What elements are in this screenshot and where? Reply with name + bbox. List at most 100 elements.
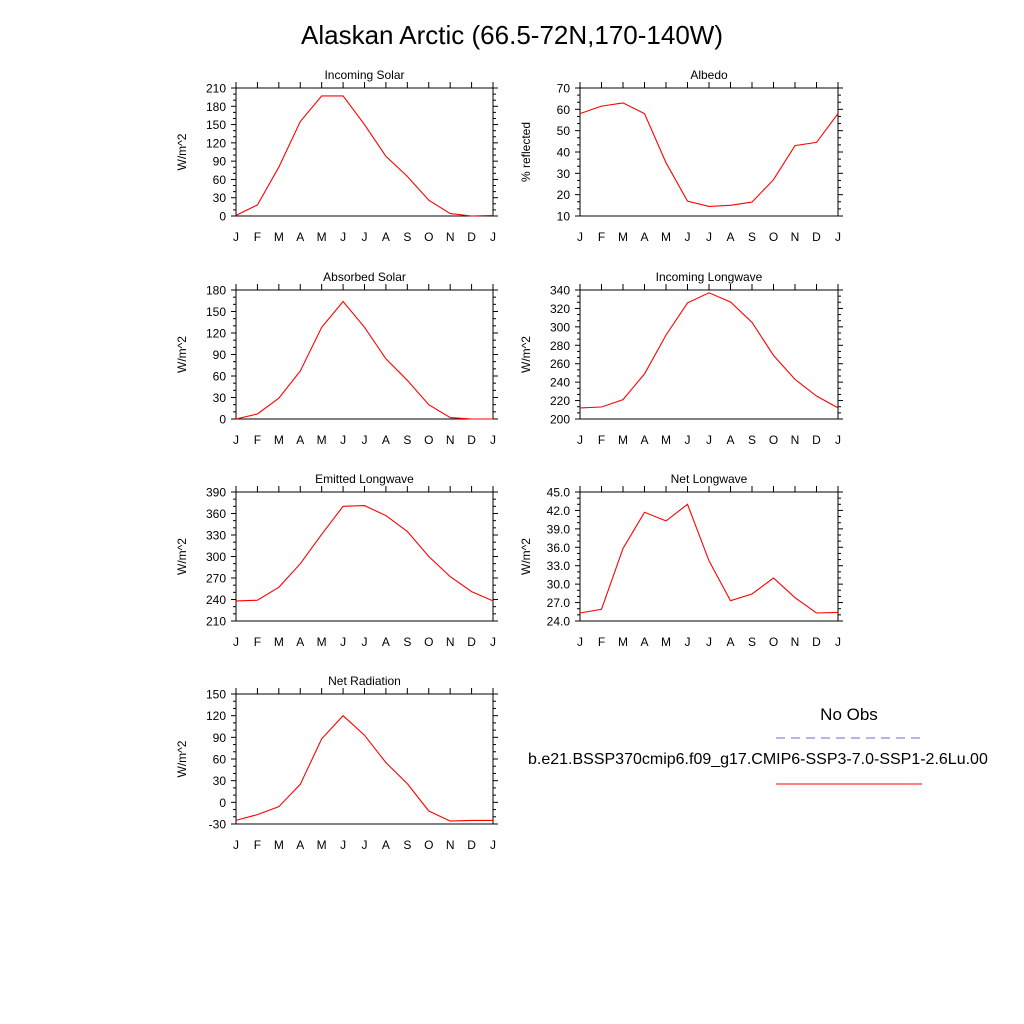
y-tick-label: 90 [213,731,227,745]
y-tick-label: 30 [213,191,227,205]
x-tick-label: J [577,433,583,447]
y-tick-label: 70 [557,82,571,96]
x-tick-label: D [812,635,821,649]
plot-frame [235,491,494,622]
plot-frame [579,491,839,622]
y-axis-label: W/m^2 [175,740,189,777]
x-tick-label: A [726,230,734,244]
y-tick-label: 30 [557,167,571,181]
x-tick-label: J [340,230,346,244]
x-tick-label: J [685,230,691,244]
x-tick-label: J [835,433,841,447]
y-tick-label: 90 [213,348,227,362]
y-tick-label: 210 [206,615,226,629]
x-tick-label: M [274,433,284,447]
x-tick-label: F [254,838,261,852]
x-tick-label: A [296,433,304,447]
y-tick-label: 180 [206,284,226,298]
legend-entry-label: b.e21.BSSP370cmip6.f09_g17.CMIP6-SSP3-7.… [528,751,988,768]
y-tick-label: 300 [206,550,226,564]
x-tick-label: M [317,230,327,244]
x-tick-label: S [748,433,756,447]
x-tick-label: F [598,635,605,649]
x-tick-label: O [424,230,433,244]
y-tick-label: 330 [206,529,226,543]
x-tick-label: J [685,635,691,649]
chart-panel-5: Emitted Longwave W/m^2 210 240 270 300 330 360 3… [175,472,498,649]
y-tick-label: 30 [213,391,227,405]
x-tick-label: M [317,433,327,447]
y-tick-label: 40 [557,146,571,160]
x-tick-label: J [340,635,346,649]
x-tick-label: N [791,635,800,649]
chart-panel-4: Incoming Longwave W/m^2 200 220 240 260 280 300… [519,270,843,447]
y-tick-label: 60 [213,173,227,187]
x-tick-label: A [640,230,648,244]
x-tick-label: J [362,230,368,244]
x-tick-label: A [296,838,304,852]
page-title: Alaskan Arctic (66.5-72N,170-140W) [301,20,723,50]
x-tick-label: M [661,635,671,649]
x-tick-label: A [382,838,390,852]
y-tick-label: 150 [206,305,226,319]
x-tick-label: J [340,433,346,447]
chart-title: Incoming Longwave [656,270,763,284]
x-tick-label: D [812,230,821,244]
legend-title: No Obs [820,705,878,724]
y-tick-label: 45.0 [547,486,571,500]
y-tick-label: 30.0 [547,578,571,592]
x-tick-label: M [274,635,284,649]
series-line [579,503,839,614]
x-tick-label: O [424,838,433,852]
x-tick-label: S [748,230,756,244]
series-line [235,505,494,602]
chart-title: Incoming Solar [324,68,404,82]
y-axis-label: W/m^2 [519,538,533,575]
x-tick-label: S [403,230,411,244]
y-tick-label: 0 [219,796,226,810]
x-tick-label: O [424,635,433,649]
x-tick-label: J [490,433,496,447]
x-tick-label: M [274,838,284,852]
x-tick-label: F [254,230,261,244]
y-tick-label: 60 [557,103,571,117]
x-tick-label: N [791,433,800,447]
x-tick-label: F [598,433,605,447]
x-tick-label: J [706,230,712,244]
x-tick-label: J [835,230,841,244]
x-tick-label: A [296,230,304,244]
x-tick-label: F [254,635,261,649]
plot-frame [235,693,494,825]
x-tick-label: N [446,230,455,244]
x-tick-label: A [640,635,648,649]
plot-frame [579,289,839,420]
y-axis-label: W/m^2 [175,538,189,575]
series-line [579,102,839,207]
chart-panel-6: Net Longwave W/m^2 24.0 27.0 30.0 33.0 36.0 39.… [519,472,843,649]
y-tick-label: 220 [550,394,570,408]
y-tick-label: 260 [550,357,570,371]
y-tick-label: 210 [206,82,226,96]
x-tick-label: J [362,635,368,649]
x-tick-label: J [835,635,841,649]
y-tick-label: 39.0 [547,522,571,536]
x-tick-label: J [233,433,239,447]
y-tick-label: 0 [219,413,226,427]
x-tick-label: N [446,635,455,649]
x-tick-label: J [233,230,239,244]
x-tick-label: N [791,230,800,244]
y-tick-label: 280 [550,339,570,353]
x-tick-label: S [403,433,411,447]
y-tick-label: 10 [557,210,571,224]
x-tick-label: A [382,635,390,649]
x-tick-label: A [640,433,648,447]
x-tick-label: M [618,230,628,244]
plot-frame [235,289,494,420]
y-tick-label: 270 [206,572,226,586]
y-tick-label: 42.0 [547,504,571,518]
x-tick-label: J [685,433,691,447]
chart-title: Emitted Longwave [315,472,414,486]
x-tick-label: J [362,433,368,447]
x-tick-label: A [382,230,390,244]
